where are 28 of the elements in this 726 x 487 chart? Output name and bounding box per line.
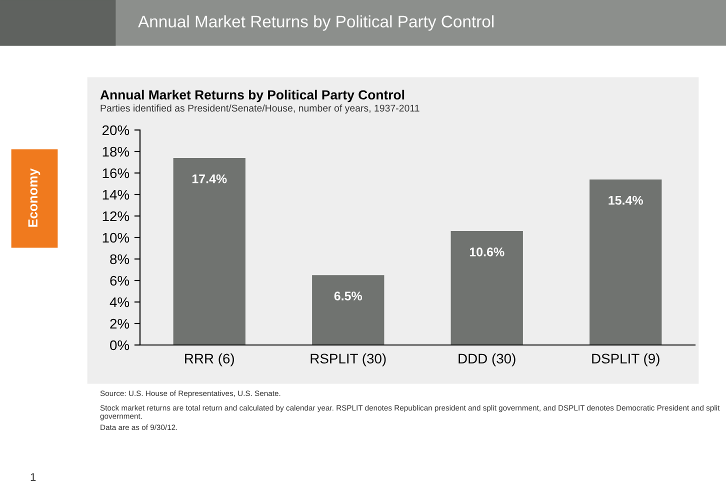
- y-tick-label: 0%: [110, 340, 130, 350]
- y-tick-label: 16%: [102, 168, 130, 178]
- data-label: 10.6%: [470, 248, 504, 256]
- chart-title: Annual Market Returns by Political Party Control: [100, 90, 404, 102]
- x-tick-label: DDD (30): [458, 353, 516, 366]
- y-tick-label: 18%: [102, 146, 130, 157]
- text: Economy: [28, 168, 40, 227]
- bar: [173, 158, 246, 345]
- x-tick-label: RRR (6): [185, 353, 234, 366]
- y-tick-label: 20%: [102, 125, 130, 136]
- y-tick-label: 6%: [110, 276, 130, 286]
- data-label: 15.4%: [608, 196, 644, 205]
- y-tick-label: 10%: [102, 232, 130, 243]
- y-tick-label: 4%: [110, 297, 130, 308]
- bar: [312, 275, 384, 345]
- bar: [590, 179, 662, 345]
- bar: [450, 231, 523, 345]
- text: 1: [30, 473, 36, 481]
- data-label: 17.4%: [192, 174, 227, 184]
- data-label: 6.5%: [334, 292, 362, 300]
- y-tick-label: 14%: [102, 190, 130, 200]
- y-tick-label: 12%: [102, 211, 130, 222]
- y-tick-label: 2%: [110, 318, 130, 329]
- y-tick-label: 8%: [110, 254, 130, 264]
- chart-subtitle: Parties identified as President/Senate/House, number of years, 1937-2011: [100, 104, 420, 114]
- text: Annual Market Returns by Political Party Control: [138, 15, 494, 31]
- x-tick-label: RSPLIT (30): [310, 353, 386, 366]
- x-tick-label: DSPLIT (9): [592, 353, 660, 366]
